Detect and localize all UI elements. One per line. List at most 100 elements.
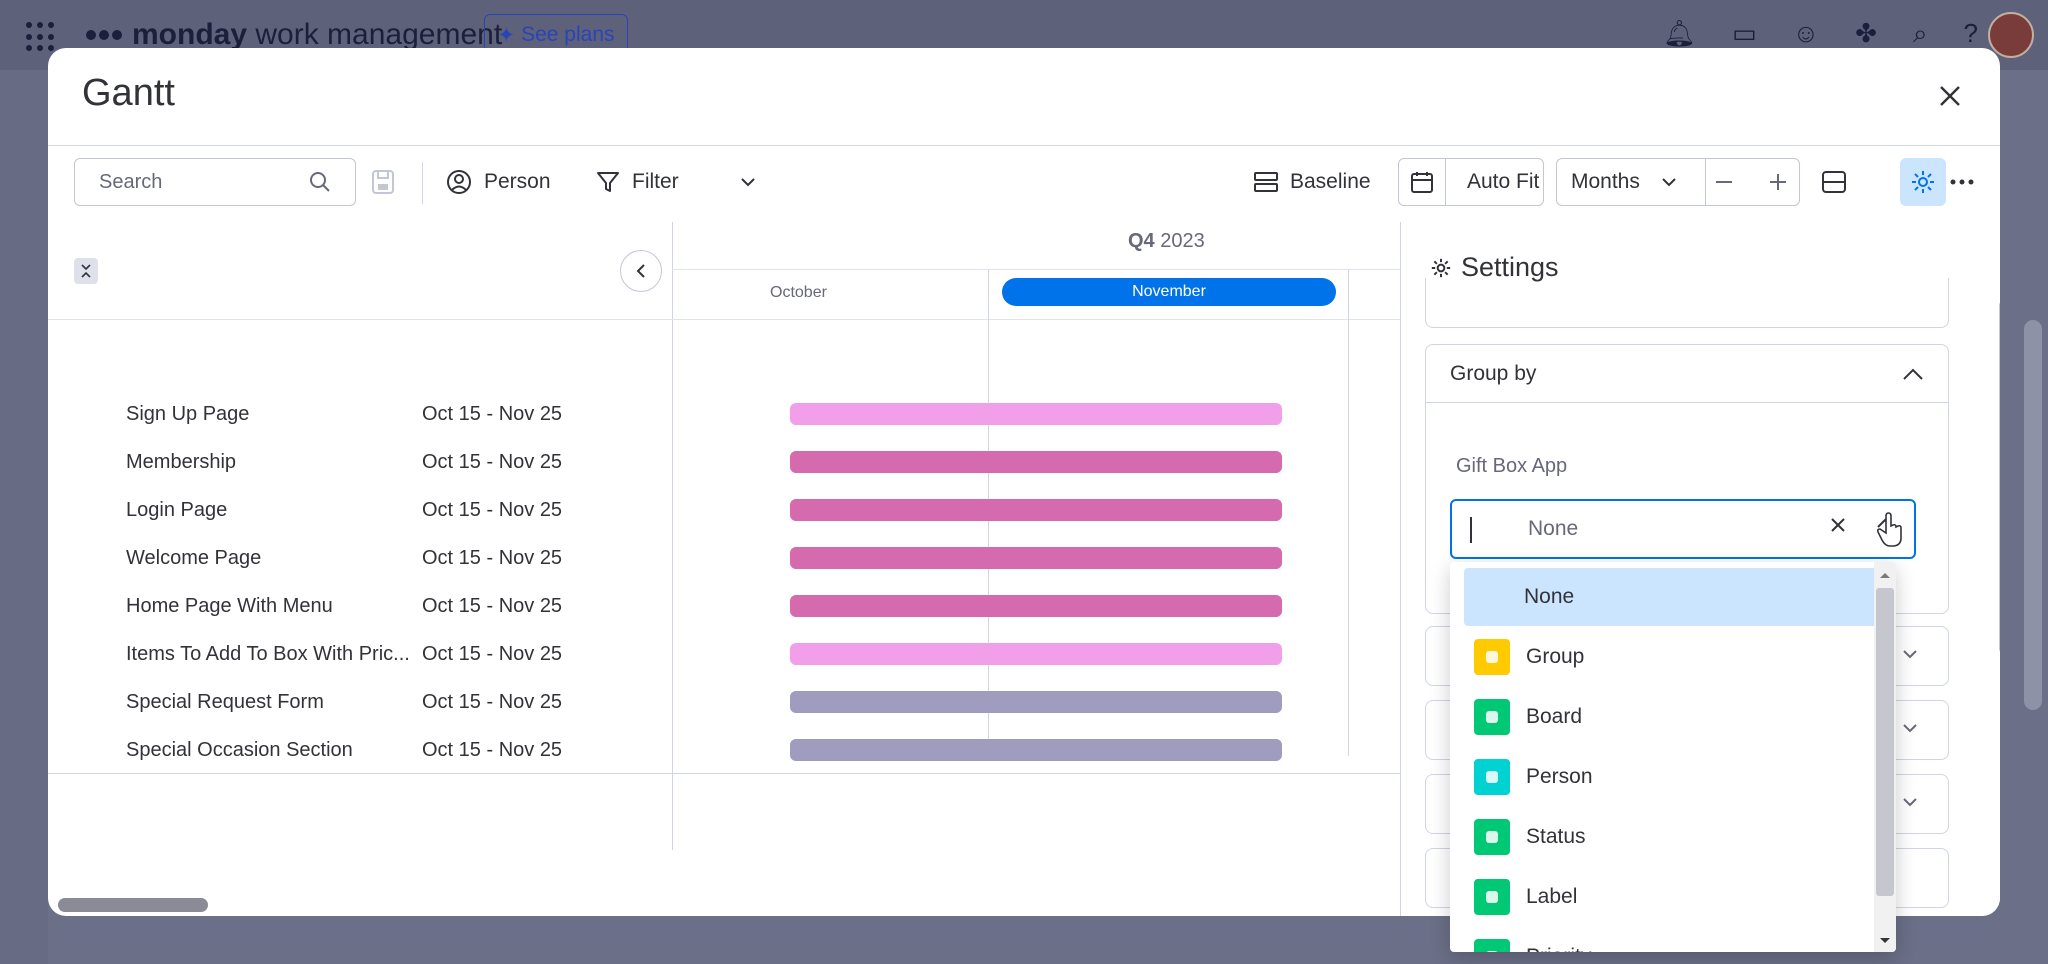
gantt-bar[interactable] <box>790 499 1282 521</box>
header-divider <box>48 145 2000 146</box>
priority-icon <box>1474 939 1510 952</box>
pane-divider[interactable] <box>672 222 673 850</box>
close-button[interactable] <box>1930 76 1970 116</box>
clear-icon[interactable] <box>1830 517 1846 533</box>
monday-logo-icon <box>86 30 122 40</box>
invite-icon[interactable]: ☺︎ <box>1792 18 1820 48</box>
horizontal-scrollbar[interactable] <box>58 898 208 912</box>
settings-scrollbar-thumb[interactable] <box>1999 302 2000 652</box>
scroll-up-icon[interactable] <box>1999 276 2000 286</box>
gantt-body-bottom-line <box>48 773 1400 774</box>
task-dates: Oct 15 - Nov 25 <box>422 594 563 617</box>
see-plans-label: See plans <box>521 23 615 46</box>
quarter-label: Q4 2023 <box>1128 230 1205 253</box>
dropdown-option-priority[interactable]: Priority <box>1464 928 1878 952</box>
zoom-out-button[interactable] <box>1703 180 1745 184</box>
filter-button[interactable]: Filter <box>586 158 689 206</box>
gantt-bar[interactable] <box>790 643 1282 665</box>
gantt-bar[interactable] <box>790 691 1282 713</box>
task-name: Special Request Form <box>126 690 324 713</box>
task-row[interactable]: Login Page Oct 15 - Nov 25 <box>126 495 592 525</box>
app-left-rail <box>0 70 48 964</box>
dropdown-option-label: Board <box>1526 705 1583 728</box>
task-row[interactable]: Special Request Form Oct 15 - Nov 25 <box>126 687 592 717</box>
task-name: Home Page With Menu <box>126 594 333 617</box>
collapse-all-button[interactable] <box>74 258 98 284</box>
month-gridline <box>1348 270 1349 756</box>
chevron-down-icon <box>1903 798 1917 807</box>
chevron-down-icon <box>1903 724 1917 733</box>
label-icon <box>1474 879 1510 915</box>
dropdown-option-label[interactable]: Label <box>1464 868 1878 926</box>
modal-title: Gantt <box>82 72 175 114</box>
apps-grid-icon[interactable] <box>26 22 56 52</box>
gantt-bar[interactable] <box>790 595 1282 617</box>
timeline-back-button[interactable] <box>620 250 662 292</box>
board-icon <box>1474 699 1510 735</box>
more-icon <box>1950 179 1974 185</box>
zoom-in-button[interactable] <box>1757 173 1799 191</box>
gantt-bar[interactable] <box>790 739 1282 761</box>
bell-icon[interactable]: 🔔︎ <box>1663 18 1697 48</box>
task-name: Sign Up Page <box>126 402 250 425</box>
task-dates: Oct 15 - Nov 25 <box>422 402 563 425</box>
person-icon <box>447 170 471 194</box>
task-row[interactable]: Home Page With Menu Oct 15 - Nov 25 <box>126 591 592 621</box>
page-scrollbar[interactable] <box>2024 320 2042 710</box>
gantt-bar[interactable] <box>790 451 1282 473</box>
settings-toggle-button[interactable] <box>1900 158 1946 206</box>
month-october: October <box>770 284 827 301</box>
auto-fit-button[interactable]: Auto Fit <box>1467 170 1540 193</box>
dropdown-option-status[interactable]: Status <box>1464 808 1878 866</box>
baseline-label: Baseline <box>1290 170 1371 193</box>
task-name: Welcome Page <box>126 546 262 569</box>
zoom-select[interactable]: Months <box>1557 170 1691 194</box>
dropdown-scrollbar-thumb[interactable] <box>1876 588 1894 896</box>
group-by-header[interactable]: Group by <box>1426 345 1948 403</box>
dropdown-option-none[interactable]: None <box>1464 568 1878 626</box>
dropdown-option-label: Status <box>1526 825 1586 848</box>
brand-bold: monday <box>132 18 248 51</box>
apps-icon[interactable]: ✤ <box>1855 18 1877 48</box>
task-row[interactable]: Membership Oct 15 - Nov 25 <box>126 447 592 477</box>
scroll-down-icon[interactable] <box>1876 936 1894 946</box>
task-row[interactable]: Special Occasion Section Oct 15 - Nov 25 <box>126 735 592 765</box>
chevron-down-icon <box>1661 178 1676 187</box>
dropdown-option-group[interactable]: Group <box>1464 628 1878 686</box>
group-by-select[interactable]: None <box>1450 499 1916 559</box>
scroll-down-icon[interactable] <box>1999 852 2000 862</box>
search-icon[interactable]: ⌕ <box>1912 18 1928 48</box>
baseline-button[interactable]: Baseline <box>1244 158 1381 206</box>
close-icon <box>1940 86 1960 106</box>
person-filter-button[interactable]: Person <box>436 158 561 206</box>
layout-toggle-button[interactable] <box>1812 158 1856 206</box>
more-options-button[interactable] <box>1940 158 1984 206</box>
zoom-control: Months <box>1556 158 1800 206</box>
search-box[interactable] <box>74 158 356 206</box>
save-view-icon[interactable] <box>372 170 394 194</box>
search-icon[interactable] <box>309 171 331 193</box>
app-logo[interactable]: monday work management <box>86 18 502 52</box>
inbox-icon[interactable]: ▭ <box>1732 18 1757 48</box>
calendar-button[interactable] <box>1399 171 1445 193</box>
help-icon[interactable]: ? <box>1963 18 1978 48</box>
month-november: November <box>1002 278 1336 306</box>
task-row[interactable]: Sign Up Page Oct 15 - Nov 25 <box>126 399 592 429</box>
task-dates: Oct 15 - Nov 25 <box>422 738 563 761</box>
task-list-pane <box>48 222 672 874</box>
dropdown-option-person[interactable]: Person <box>1464 748 1878 806</box>
task-row[interactable]: Items To Add To Box With Pric... Oct 15 -… <box>126 639 592 669</box>
gantt-bar[interactable] <box>790 547 1282 569</box>
task-row[interactable]: Welcome Page Oct 15 - Nov 25 <box>126 543 592 573</box>
scroll-up-icon[interactable] <box>1876 570 1894 580</box>
search-input[interactable] <box>99 170 309 194</box>
filter-dropdown-button[interactable] <box>730 158 766 206</box>
task-dates: Oct 15 - Nov 25 <box>422 498 563 521</box>
avatar[interactable] <box>1988 12 2034 58</box>
zoom-select-value: Months <box>1571 170 1640 193</box>
gantt-bar[interactable] <box>790 403 1282 425</box>
dropdown-option-board[interactable]: Board <box>1464 688 1878 746</box>
baseline-icon <box>1254 172 1278 192</box>
group-by-dropdown: None Group Board Person Status Label Priority <box>1450 562 1896 952</box>
dropdown-option-label: Priority <box>1526 945 1591 952</box>
